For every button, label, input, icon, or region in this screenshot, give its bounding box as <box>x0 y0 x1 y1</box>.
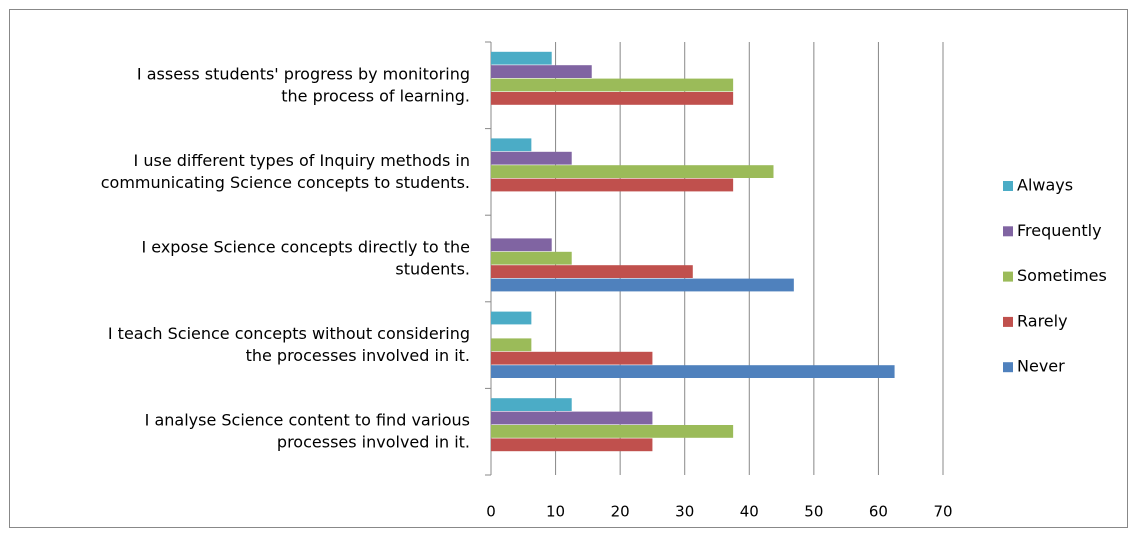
bar <box>491 78 734 92</box>
bar <box>491 251 572 265</box>
legend-swatch <box>1003 226 1013 237</box>
bar <box>491 165 774 178</box>
x-tick-label: 20 <box>611 503 630 521</box>
bar <box>491 138 532 152</box>
x-tick-label: 0 <box>486 503 496 521</box>
bar <box>491 311 532 325</box>
legend-swatch <box>1003 316 1013 327</box>
legend-swatch <box>1003 181 1013 191</box>
y-tick-label: I teach Science concepts without conside… <box>108 324 470 365</box>
y-tick-label: I use different types of Inquiry methods… <box>101 150 470 191</box>
bar <box>491 365 895 378</box>
bar <box>491 92 734 105</box>
x-tick-label: 50 <box>804 503 823 521</box>
bar <box>491 398 572 411</box>
legend-label: Never <box>1017 357 1065 376</box>
bar <box>491 178 734 192</box>
legend-label: Sometimes <box>1017 266 1107 285</box>
y-tick-label: I analyse Science content to find variou… <box>145 410 470 451</box>
bar <box>491 265 693 278</box>
bar <box>491 51 552 65</box>
legend-swatch <box>1003 271 1013 282</box>
legend-label: Rarely <box>1017 311 1068 330</box>
bar <box>491 438 653 452</box>
x-tick-label: 70 <box>933 503 952 521</box>
bar <box>491 425 734 438</box>
legend-label: Frequently <box>1017 221 1102 240</box>
bar <box>491 278 794 292</box>
x-tick-label: 40 <box>740 503 759 521</box>
x-tick-label: 10 <box>546 503 565 521</box>
y-tick-label: I expose Science concepts directly to th… <box>141 237 470 278</box>
legend-label: Always <box>1017 176 1073 195</box>
x-tick-label: 60 <box>869 503 888 521</box>
y-tick-label: I assess students' progress by monitorin… <box>137 64 470 105</box>
bar <box>491 338 532 352</box>
legend-swatch <box>1003 362 1013 373</box>
bar <box>491 351 653 365</box>
bar <box>491 151 572 165</box>
bar <box>491 65 592 78</box>
bar <box>491 411 653 425</box>
x-tick-label: 30 <box>675 503 694 521</box>
bar <box>491 238 552 252</box>
